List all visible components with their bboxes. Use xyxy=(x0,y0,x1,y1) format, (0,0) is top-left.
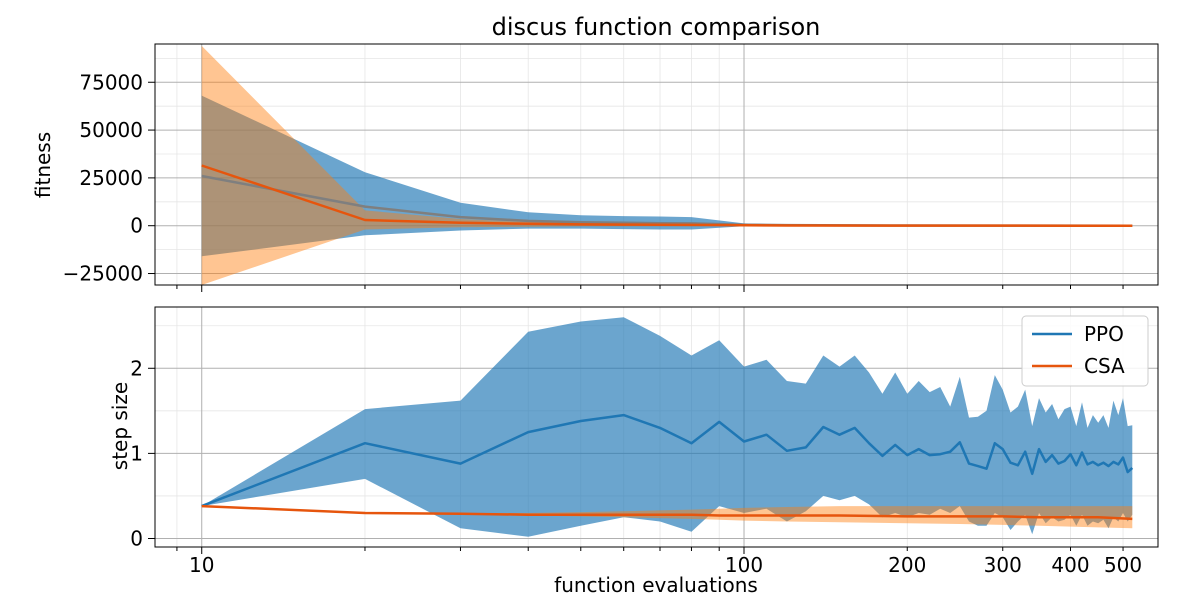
legend-label-csa: CSA xyxy=(1084,354,1125,378)
x-tick-label: 300 xyxy=(984,553,1022,577)
y-tick-label: 0 xyxy=(130,214,143,238)
y-tick-label: 2 xyxy=(130,356,143,380)
line-csa xyxy=(201,504,1133,521)
y-tick-label: 1 xyxy=(130,441,143,465)
x-tick-label: 500 xyxy=(1104,553,1142,577)
fitness-axis-label: fitness xyxy=(31,132,55,198)
band-csa xyxy=(201,506,1133,529)
line-ppo xyxy=(201,413,1134,508)
legend-label-ppo: PPO xyxy=(1084,322,1124,346)
legend: PPO CSA xyxy=(1021,315,1149,387)
x-tick-label: 100 xyxy=(725,553,763,577)
y-tick-label: −25000 xyxy=(63,262,143,286)
axes-frame xyxy=(154,43,1159,286)
axes-frame xyxy=(154,306,1159,548)
step-size-axis-label: step size xyxy=(108,382,132,470)
x-tick-label: 400 xyxy=(1051,553,1089,577)
y-tick-label: 50000 xyxy=(79,118,143,142)
band-csa xyxy=(201,45,1133,285)
y-tick-label: 75000 xyxy=(79,70,143,94)
chart-title: discus function comparison xyxy=(492,13,821,41)
step-size-panel: 0 1 2 10 100 200 300 400 500 xyxy=(130,306,1159,577)
fitness-panel: −25000 0 25000 50000 75000 xyxy=(63,43,1159,292)
x-tick-label: 200 xyxy=(888,553,926,577)
band-ppo xyxy=(201,95,1133,257)
line-csa xyxy=(201,164,1133,227)
x-axis-label: function evaluations xyxy=(554,573,758,597)
band-ppo xyxy=(201,317,1133,537)
y-tick-label: 25000 xyxy=(79,166,143,190)
x-tick-label: 10 xyxy=(189,553,214,577)
y-tick-label: 0 xyxy=(130,526,143,550)
